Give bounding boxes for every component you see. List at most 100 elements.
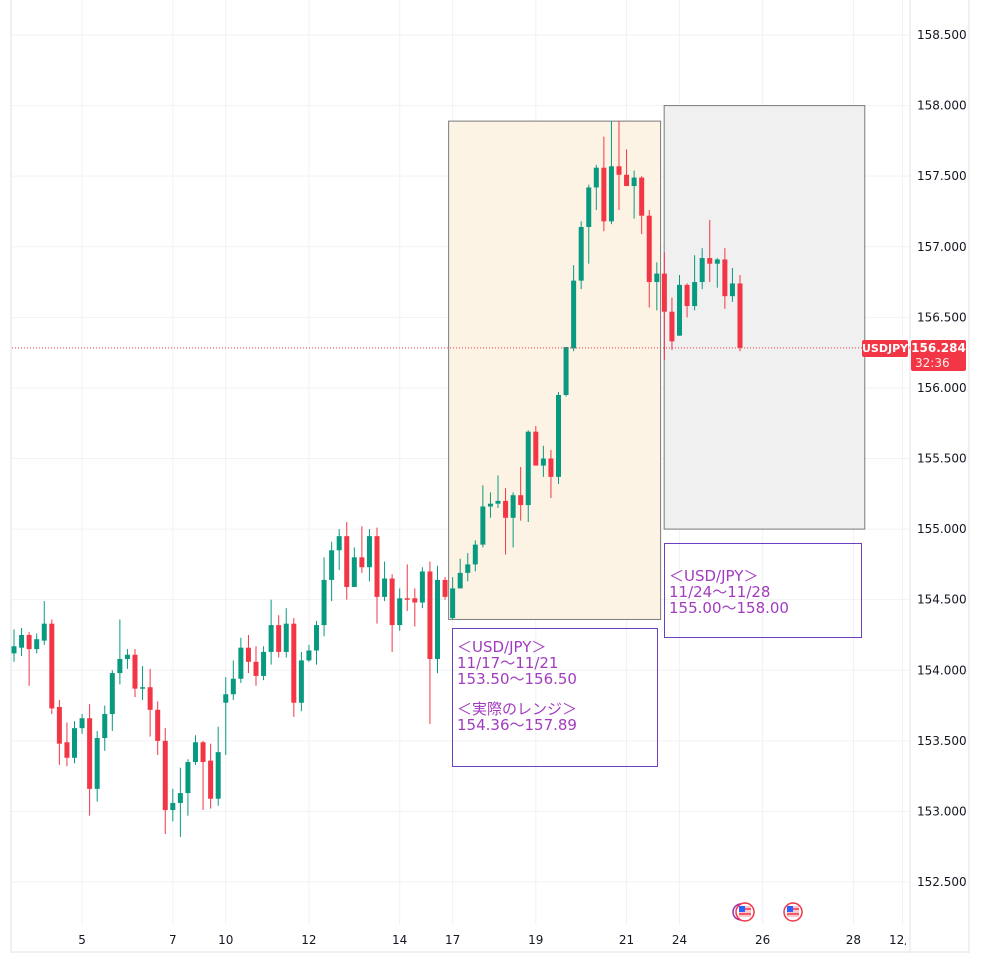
candle-down[interactable] <box>646 215 652 283</box>
candle-up[interactable] <box>223 694 229 703</box>
candle-down[interactable] <box>245 647 251 662</box>
candle-up[interactable] <box>366 536 372 568</box>
candle-down[interactable] <box>616 166 622 175</box>
candle-up[interactable] <box>578 226 584 281</box>
candle-up[interactable] <box>117 658 123 674</box>
candle-down[interactable] <box>253 661 259 676</box>
candle-up[interactable] <box>215 752 221 799</box>
candle-up[interactable] <box>450 588 456 619</box>
candle-up[interactable] <box>397 598 403 626</box>
candle-up[interactable] <box>714 259 720 264</box>
candle-down[interactable] <box>412 598 418 603</box>
candle-up[interactable] <box>382 578 388 597</box>
candle-down[interactable] <box>155 709 161 741</box>
candle-up[interactable] <box>586 187 592 227</box>
candle-down[interactable] <box>533 431 539 466</box>
candle-up[interactable] <box>314 625 319 651</box>
candle-up[interactable] <box>41 623 47 641</box>
candle-up[interactable] <box>34 639 40 650</box>
candle-up[interactable] <box>306 650 312 661</box>
candle-up[interactable] <box>510 495 516 518</box>
candle-up[interactable] <box>321 579 327 626</box>
candle-down[interactable] <box>503 500 509 518</box>
candle-down[interactable] <box>404 598 410 600</box>
forecast-range-box[interactable] <box>663 105 866 530</box>
candle-up[interactable] <box>79 718 85 729</box>
candle-down[interactable] <box>624 174 630 187</box>
candle-down[interactable] <box>639 177 645 216</box>
candle-up[interactable] <box>19 634 25 648</box>
candle-down[interactable] <box>518 495 524 506</box>
candle-up[interactable] <box>329 550 335 580</box>
candle-up[interactable] <box>457 572 463 589</box>
candle-down[interactable] <box>601 167 607 222</box>
candle-up[interactable] <box>540 458 546 466</box>
candle-down[interactable] <box>208 760 214 799</box>
candle-up[interactable] <box>563 346 569 395</box>
candle-up[interactable] <box>102 714 108 739</box>
candle-down[interactable] <box>64 742 70 758</box>
candle-down[interactable] <box>200 742 206 763</box>
candle-up[interactable] <box>336 536 342 551</box>
candle-up[interactable] <box>435 579 440 659</box>
candle-up[interactable] <box>608 166 614 222</box>
candle-down[interactable] <box>56 706 62 744</box>
candle-up[interactable] <box>170 802 176 811</box>
candle-down[interactable] <box>442 579 448 597</box>
candle-down[interactable] <box>162 740 168 811</box>
candle-up[interactable] <box>109 673 115 715</box>
candle-down[interactable] <box>132 654 138 689</box>
candle-up[interactable] <box>298 660 304 703</box>
candle-up[interactable] <box>72 728 77 758</box>
candle-up[interactable] <box>556 394 561 477</box>
candle-down[interactable] <box>374 536 380 597</box>
candle-down[interactable] <box>49 623 55 709</box>
candle-up[interactable] <box>419 571 425 603</box>
candle-down[interactable] <box>359 557 365 568</box>
candle-up[interactable] <box>124 654 130 659</box>
candle-up[interactable] <box>140 687 146 689</box>
candle-up[interactable] <box>525 431 531 506</box>
candle-up[interactable] <box>238 647 244 679</box>
candle-down[interactable] <box>389 578 395 626</box>
candle-down[interactable] <box>291 623 297 703</box>
candle-up[interactable] <box>729 283 735 297</box>
note-week-1124[interactable]: ＜USD/JPY＞ 11/24〜11/28 155.00〜158.00 <box>664 543 862 638</box>
candle-up[interactable] <box>692 282 698 307</box>
candle-down[interactable] <box>548 458 554 477</box>
candle-up[interactable] <box>480 506 486 545</box>
candle-up[interactable] <box>654 273 660 283</box>
candle-down[interactable] <box>344 536 350 587</box>
candle-up[interactable] <box>185 762 191 794</box>
candle-up[interactable] <box>487 503 493 507</box>
candle-down[interactable] <box>722 259 728 297</box>
candle-up[interactable] <box>472 544 478 565</box>
candle-down[interactable] <box>26 634 32 650</box>
candle-up[interactable] <box>177 793 183 803</box>
candle-up[interactable] <box>268 625 274 652</box>
candle-down[interactable] <box>276 625 282 652</box>
candle-down[interactable] <box>661 273 667 312</box>
candle-down[interactable] <box>737 283 743 348</box>
candle-up[interactable] <box>465 564 471 573</box>
candle-down[interactable] <box>669 311 675 342</box>
candle-up[interactable] <box>283 623 289 652</box>
candle-up[interactable] <box>11 646 17 654</box>
candle-up[interactable] <box>193 742 198 763</box>
actual-range-box[interactable] <box>448 120 662 620</box>
candle-down[interactable] <box>707 258 713 264</box>
candle-up[interactable] <box>94 738 100 789</box>
note-week-1117[interactable]: ＜USD/JPY＞ 11/17〜11/21 153.50〜156.50 ＜実際の… <box>452 628 658 767</box>
candle-down[interactable] <box>87 718 93 789</box>
candle-up[interactable] <box>631 177 637 187</box>
candle-down[interactable] <box>147 687 153 710</box>
candle-up[interactable] <box>230 678 236 695</box>
candle-down[interactable] <box>427 571 433 659</box>
candle-up[interactable] <box>351 557 357 587</box>
candle-up[interactable] <box>677 284 682 336</box>
candle-down[interactable] <box>684 284 690 307</box>
candle-up[interactable] <box>495 500 501 504</box>
candle-up[interactable] <box>261 651 267 676</box>
candle-up[interactable] <box>593 167 599 188</box>
